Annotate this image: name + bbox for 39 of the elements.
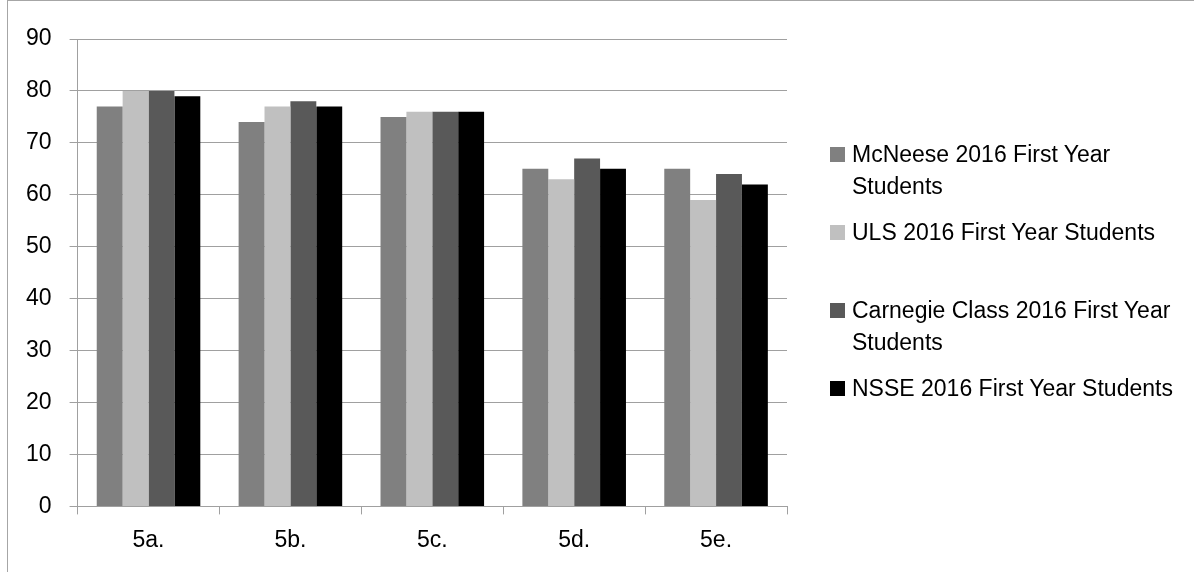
bar: [406, 111, 433, 506]
bar: [380, 116, 407, 506]
bar: [316, 106, 343, 506]
bar: [174, 96, 201, 506]
x-tick-label: 5d.: [558, 525, 591, 552]
y-tick-label: 90: [25, 24, 52, 51]
legend-label: Carnegie Class 2016 First Year Students: [852, 296, 1172, 357]
bar: [574, 158, 601, 506]
y-tick-label: 20: [25, 387, 52, 414]
x-tick-label: 5b.: [274, 525, 307, 552]
bar: [522, 168, 549, 506]
bar: [238, 122, 265, 506]
bar: [290, 101, 317, 506]
y-tick-label: 70: [25, 128, 52, 155]
x-tick-label: 5a.: [132, 525, 165, 552]
bar: [148, 90, 175, 506]
bar: [96, 106, 123, 506]
bar: [741, 184, 768, 506]
bar: [122, 90, 149, 506]
y-tick-label: 10: [25, 439, 52, 466]
bar: [664, 168, 691, 506]
bar: [690, 199, 717, 506]
legend-label: McNeese 2016 First Year Students: [852, 140, 1112, 201]
y-tick-label: 30: [25, 335, 52, 362]
y-tick-label: 0: [38, 491, 52, 518]
legend-label: ULS 2016 First Year Students: [852, 218, 1157, 247]
legend-label: NSSE 2016 First Year Students: [852, 374, 1174, 403]
x-tick-label: 5c.: [416, 525, 448, 552]
y-tick-label: 80: [25, 76, 52, 103]
y-tick-label: 50: [25, 232, 52, 259]
y-tick-label: 40: [25, 284, 52, 311]
bar: [600, 168, 626, 506]
bar: [432, 111, 459, 506]
y-tick-label: 60: [25, 180, 52, 207]
bar: [458, 111, 485, 506]
bar: [264, 106, 291, 506]
bar: [716, 174, 742, 506]
bar: [548, 179, 575, 506]
x-tick-label: 5e.: [700, 525, 733, 552]
